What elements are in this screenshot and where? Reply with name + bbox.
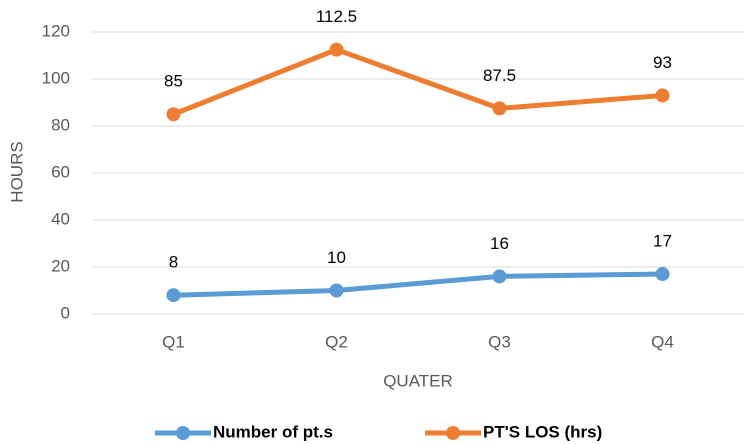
x-tick-label: Q2 — [325, 332, 348, 351]
y-tick-label: 80 — [51, 115, 70, 134]
series-line — [172, 47, 663, 117]
point — [166, 107, 181, 122]
x-tick-label: Q1 — [162, 332, 185, 351]
point — [166, 288, 181, 303]
legend-marker — [446, 426, 460, 440]
data-label: 93 — [653, 53, 672, 72]
data-label: 16 — [490, 234, 509, 253]
x-axis-label: QUATER — [383, 371, 453, 390]
x-tick-label: Q3 — [488, 332, 511, 351]
data-label: 10 — [327, 248, 346, 267]
legend-label: Number of pt.s — [213, 422, 333, 441]
y-tick-label: 60 — [51, 162, 70, 181]
data-label: 85 — [164, 72, 183, 91]
data-label: 17 — [653, 232, 672, 251]
point — [492, 101, 507, 116]
data-label: 112.5 — [316, 7, 357, 26]
point — [492, 269, 507, 284]
y-tick-label: 40 — [51, 209, 70, 228]
legend-marker — [176, 426, 190, 440]
y-tick-label: 120 — [42, 21, 70, 40]
series-line — [173, 271, 663, 298]
legend-label: PT'S LOS (hrs) — [483, 422, 602, 441]
y-tick-label: 100 — [42, 68, 70, 87]
point — [329, 283, 344, 298]
y-axis-label: HOURS — [7, 141, 26, 202]
data-label: 8 — [169, 253, 178, 272]
point — [655, 267, 670, 282]
y-tick-label: 0 — [61, 303, 70, 322]
y-tick-label: 20 — [51, 256, 70, 275]
data-label: 87.5 — [483, 66, 516, 85]
point — [329, 42, 344, 57]
point — [655, 88, 670, 103]
x-tick-label: Q4 — [651, 332, 674, 351]
